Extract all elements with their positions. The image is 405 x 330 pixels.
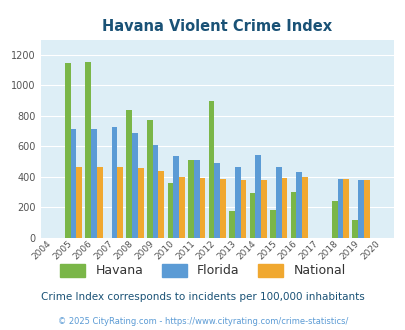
- Text: Crime Index corresponds to incidents per 100,000 inhabitants: Crime Index corresponds to incidents per…: [41, 292, 364, 302]
- Bar: [337, 179, 343, 238]
- Bar: [158, 171, 164, 238]
- Bar: [260, 180, 266, 238]
- Bar: [296, 172, 301, 238]
- Bar: [117, 167, 123, 238]
- Bar: [270, 211, 275, 238]
- Bar: [220, 179, 225, 238]
- Bar: [70, 129, 76, 238]
- Bar: [275, 167, 281, 238]
- Bar: [352, 220, 357, 238]
- Bar: [357, 180, 363, 238]
- Bar: [228, 211, 234, 238]
- Bar: [193, 160, 199, 238]
- Bar: [173, 156, 179, 238]
- Bar: [214, 163, 220, 238]
- Title: Havana Violent Crime Index: Havana Violent Crime Index: [102, 19, 331, 34]
- Bar: [91, 129, 97, 238]
- Bar: [152, 146, 158, 238]
- Bar: [111, 127, 117, 238]
- Bar: [65, 63, 70, 238]
- Bar: [301, 178, 307, 238]
- Bar: [188, 160, 193, 238]
- Bar: [208, 101, 214, 238]
- Bar: [147, 119, 152, 238]
- Bar: [343, 179, 348, 238]
- Bar: [138, 168, 143, 238]
- Text: © 2025 CityRating.com - https://www.cityrating.com/crime-statistics/: © 2025 CityRating.com - https://www.city…: [58, 317, 347, 326]
- Bar: [132, 133, 138, 238]
- Bar: [179, 177, 184, 238]
- Bar: [249, 193, 255, 238]
- Bar: [240, 181, 246, 238]
- Bar: [290, 192, 296, 238]
- Bar: [281, 178, 287, 238]
- Bar: [97, 167, 102, 238]
- Bar: [76, 167, 82, 238]
- Bar: [331, 201, 337, 238]
- Bar: [126, 110, 132, 238]
- Bar: [234, 167, 240, 238]
- Bar: [363, 180, 369, 238]
- Bar: [199, 178, 205, 238]
- Legend: Havana, Florida, National: Havana, Florida, National: [55, 259, 350, 282]
- Bar: [85, 62, 91, 238]
- Bar: [255, 155, 260, 238]
- Bar: [167, 183, 173, 238]
